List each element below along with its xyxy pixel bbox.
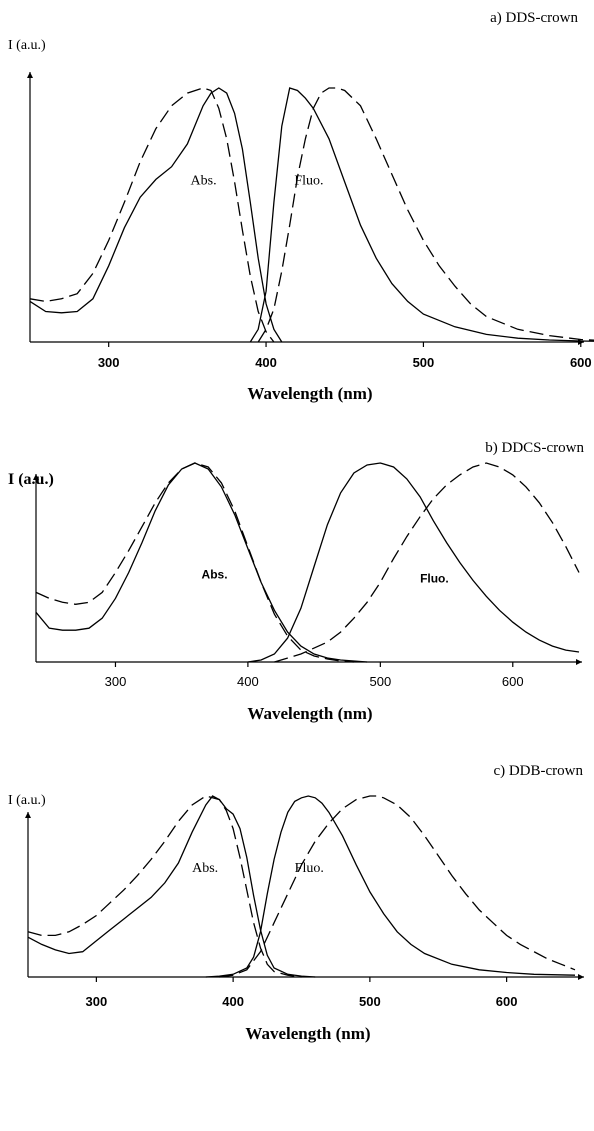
x-tick-label: 400 <box>222 994 244 1009</box>
fluorescence-dashed-curve <box>219 795 576 978</box>
y-axis-arrow <box>25 812 31 818</box>
fluorescence-solid-curve <box>205 795 576 978</box>
abs-annotation: Abs. <box>202 567 228 581</box>
fluorescence-dashed-curve <box>257 87 594 343</box>
x-axis-arrow <box>576 659 582 665</box>
x-axis-label: Wavelength (nm) <box>245 1024 370 1043</box>
x-tick-label: 600 <box>570 355 592 370</box>
y-axis-label: I (a.u.) <box>8 471 54 488</box>
x-tick-label: 500 <box>369 674 391 689</box>
absorption-dashed-curve <box>29 87 275 343</box>
fluorescence-dashed-curve <box>274 462 580 663</box>
x-axis-arrow <box>578 974 584 980</box>
panel-title: a) DDS-crown <box>490 10 578 26</box>
fluorescence-solid-curve <box>249 87 594 343</box>
x-tick-label: 500 <box>359 994 381 1009</box>
y-axis-label: I (a.u.) <box>8 38 46 53</box>
fluo-annotation: Fluo. <box>420 571 449 585</box>
x-tick-label: 400 <box>237 674 259 689</box>
x-tick-label: 500 <box>413 355 435 370</box>
fluo-annotation: Fluo. <box>295 861 324 876</box>
x-axis-label: Wavelength (nm) <box>247 704 372 723</box>
y-axis-arrow <box>33 474 39 480</box>
x-tick-label: 600 <box>496 994 518 1009</box>
x-tick-label: 300 <box>105 674 127 689</box>
absorption-solid-curve <box>27 795 316 978</box>
panel-title: b) DDCS-crown <box>485 440 584 456</box>
y-axis-arrow <box>27 72 33 78</box>
x-axis-label: Wavelength (nm) <box>247 384 372 403</box>
panel-title: c) DDB-crown <box>493 763 583 779</box>
fluorescence-solid-curve <box>247 462 580 663</box>
x-tick-label: 600 <box>502 674 524 689</box>
abs-annotation: Abs. <box>192 861 218 876</box>
absorption-dashed-curve <box>35 462 354 663</box>
absorption-solid-curve <box>29 87 283 343</box>
x-tick-label: 400 <box>255 355 277 370</box>
fluo-annotation: Fluo. <box>294 174 323 189</box>
absorption-solid-curve <box>35 462 368 663</box>
x-tick-label: 300 <box>98 355 120 370</box>
y-axis-label: I (a.u.) <box>8 793 46 808</box>
abs-annotation: Abs. <box>191 174 217 189</box>
x-tick-label: 300 <box>86 994 108 1009</box>
absorption-dashed-curve <box>27 795 302 978</box>
